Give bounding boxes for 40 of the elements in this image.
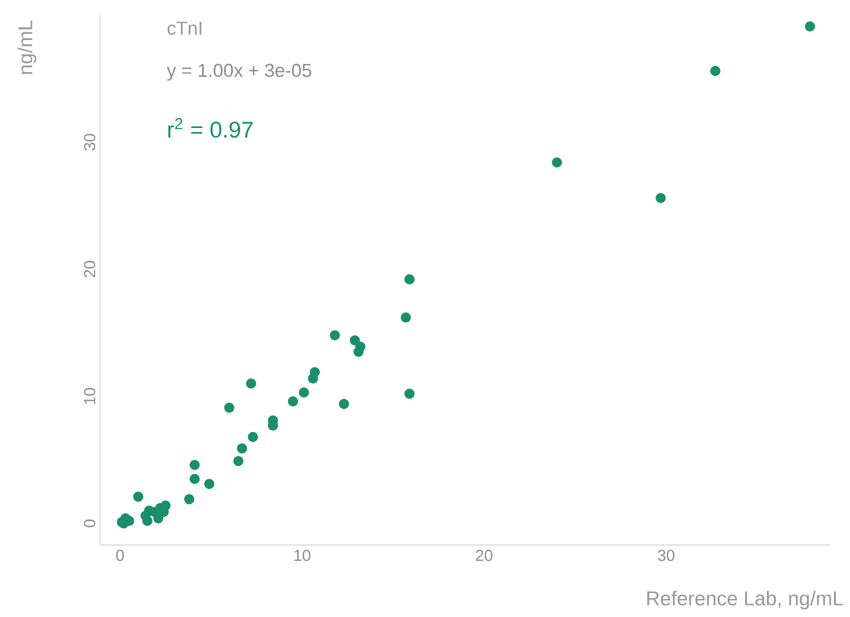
point: [338, 398, 350, 409]
point: [190, 474, 200, 484]
point: [233, 456, 244, 466]
x-tick-label: 20: [476, 550, 492, 562]
x-tick-label: 0: [116, 550, 124, 562]
y-tick-label: 30: [84, 134, 96, 150]
point: [804, 21, 816, 32]
point: [400, 312, 411, 323]
point: [404, 388, 415, 399]
annotation: r$^{2}$ = 0.97: [168, 118, 253, 138]
point: [133, 492, 144, 502]
point: [142, 516, 152, 526]
point: [224, 402, 234, 413]
point: [236, 443, 248, 454]
point: [404, 274, 415, 284]
y-tick-label: 20: [84, 260, 96, 278]
point: [204, 478, 214, 490]
x-tick-label: 30: [658, 550, 674, 562]
point: [153, 513, 164, 524]
point: [246, 378, 256, 389]
point: [160, 500, 171, 511]
y-tick-label: 10: [84, 388, 96, 404]
point: [298, 387, 309, 398]
point: [350, 335, 360, 346]
chart-title: cTnI: [168, 22, 202, 35]
x-tick-label: 10: [294, 550, 310, 562]
point: [190, 460, 200, 470]
y-axis-title: ng/mL: [18, 20, 36, 74]
point: [353, 346, 364, 357]
annotation: y = 1.00x + 3e-05: [166, 64, 312, 81]
point: [710, 66, 720, 76]
point: [184, 494, 194, 504]
point: [308, 373, 318, 384]
point: [248, 432, 258, 442]
point: [330, 330, 340, 340]
point: [552, 157, 562, 168]
x-axis-title: Reference Lab, ng/mL: [647, 590, 843, 610]
point: [288, 396, 298, 406]
y-tick-label: 0: [84, 520, 96, 528]
point: [656, 192, 666, 204]
